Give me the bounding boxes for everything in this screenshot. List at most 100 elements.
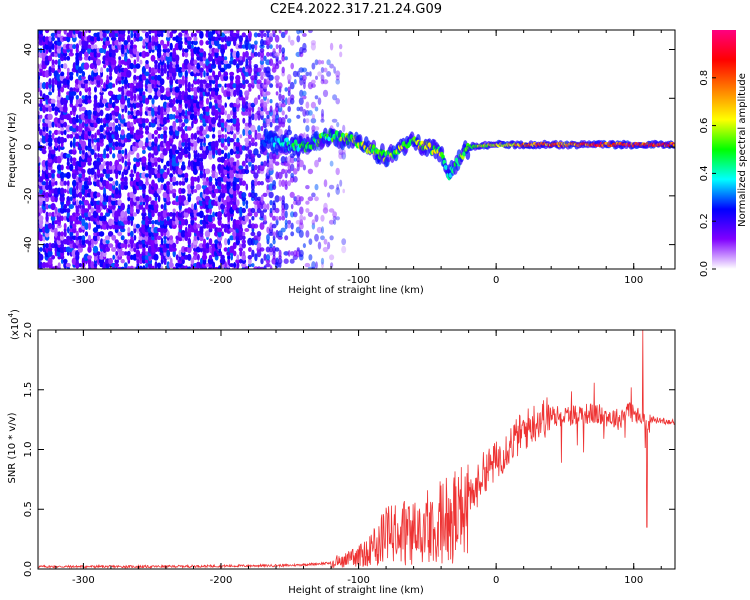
spectrogram-cell xyxy=(87,74,92,82)
spectrogram-cell xyxy=(119,30,126,35)
spectrogram-cell xyxy=(136,258,140,265)
spectrogram-cell xyxy=(333,219,337,225)
spectrogram-cell xyxy=(187,40,192,46)
snr-x-axis-label: Height of straight line (km) xyxy=(288,585,424,596)
spectrogram-cell xyxy=(314,59,319,66)
spectrogram-cell xyxy=(178,82,183,89)
spectrogram-cell xyxy=(106,74,109,81)
spectrogram-cell xyxy=(97,254,100,260)
spectrogram-cell xyxy=(83,62,90,70)
spectrogram-cell xyxy=(66,208,71,213)
spectrogram-cell xyxy=(275,44,279,50)
spectrogram-cell xyxy=(272,254,276,260)
spectrogram-cell xyxy=(330,262,334,268)
spectrogram-cell xyxy=(121,78,125,85)
spectrogram-cell xyxy=(211,184,216,190)
spectrogram-cell xyxy=(187,207,192,214)
spectrogram-cell xyxy=(335,78,341,85)
spectrogram-cell xyxy=(69,71,74,77)
spectrogram-cell xyxy=(256,79,262,84)
spectrogram-cell xyxy=(232,242,237,250)
spectrogram-cell xyxy=(217,94,222,101)
spectrogram-cell xyxy=(124,165,128,170)
spectrogram-cell xyxy=(165,254,171,260)
spectrogram-cell xyxy=(114,30,120,34)
spectrogram-cell xyxy=(75,261,80,269)
spectrogram-cell xyxy=(87,117,92,124)
spectrogram-cell xyxy=(166,261,170,269)
spectrogram-cell xyxy=(186,110,192,116)
spectrogram-cell xyxy=(41,82,47,90)
spectrogram-cell xyxy=(321,261,324,269)
spectrogram-cell xyxy=(51,43,55,51)
spectrogram-cell xyxy=(286,129,293,136)
spectrogram-cell xyxy=(74,212,81,217)
spectrogram-cell xyxy=(310,101,316,109)
spectrogram-cell xyxy=(247,66,253,74)
spectrogram-cell xyxy=(339,43,343,50)
spectrogram-cell xyxy=(142,265,146,269)
spectrogram-cell xyxy=(127,204,131,210)
spectrogram-cell xyxy=(60,231,64,237)
spectrogram-cell xyxy=(302,32,307,37)
spectrogram-cell xyxy=(274,34,280,43)
spectrogram-cell xyxy=(135,102,141,108)
spectrogram-cell xyxy=(163,202,167,211)
spectrogram-cell xyxy=(199,157,204,162)
spectrogram-cell xyxy=(144,231,150,237)
spectrogram-cell xyxy=(235,259,241,264)
spectrogram-cell xyxy=(92,210,99,219)
spectrogram-cell xyxy=(69,140,73,148)
spectrogram-cell xyxy=(296,157,301,163)
spectrogram-cell xyxy=(111,130,117,135)
spectrogram-cell xyxy=(257,51,261,58)
spectrogram-cell xyxy=(284,30,288,35)
spectrogram-cell xyxy=(154,242,158,249)
spectrogram-cell xyxy=(95,223,102,229)
spectrogram-cell xyxy=(63,30,67,35)
spectrogram-cell xyxy=(111,200,117,206)
spectrogram-cell xyxy=(80,159,87,168)
spectrogram-cell xyxy=(87,246,92,253)
spectrogram-cell xyxy=(81,204,85,209)
spectrogram-cell xyxy=(102,117,107,124)
spectrogram-cell xyxy=(305,208,310,213)
spectrogram-cell xyxy=(42,246,46,253)
colorbar-tick-label: 0.6 xyxy=(699,118,710,134)
spectrogram-cell xyxy=(99,133,104,140)
spectrogram-cell xyxy=(166,195,171,203)
spectrogram-cell xyxy=(107,243,114,248)
spectrogram-cell xyxy=(320,60,325,65)
spectrogram-cell xyxy=(204,230,211,238)
spectrogram-cell xyxy=(284,156,288,164)
spectrogram-cell xyxy=(299,46,304,55)
spectrogram-cell xyxy=(136,75,140,80)
spectrogram-cell xyxy=(81,187,86,195)
spectrogram-cell xyxy=(263,160,267,167)
spectrogram-cell xyxy=(335,98,341,105)
spectrogram-cell xyxy=(78,215,83,222)
spectrogram-cell xyxy=(154,62,158,70)
spectrogram-cell xyxy=(181,218,186,226)
spectrogram-cell xyxy=(314,233,319,242)
spectrogram-cell xyxy=(192,94,198,101)
spectrogram-cell xyxy=(245,101,249,110)
spectrogram-cell xyxy=(314,95,319,100)
spectrogram-cell xyxy=(183,145,189,151)
spectrogram-cell xyxy=(250,102,256,108)
spectrogram-cell xyxy=(235,183,240,191)
spectrogram-cell xyxy=(144,71,150,77)
spectrogram-cell xyxy=(102,160,107,167)
spectrogram-cell xyxy=(39,129,43,136)
spectrogram-cell xyxy=(69,230,74,237)
spectrogram-cell xyxy=(327,241,331,250)
spectrogram-cell xyxy=(320,235,325,241)
spectrogram-cell xyxy=(126,90,132,97)
spectrogram-cell xyxy=(195,184,202,191)
spectrogram-cell xyxy=(242,128,246,137)
spectrogram-cell xyxy=(287,250,291,257)
spectrogram-cell xyxy=(211,79,216,85)
spectrogram-cell xyxy=(181,258,185,265)
spectrogram-cell xyxy=(126,253,132,261)
spectrogram-cell xyxy=(75,141,80,147)
